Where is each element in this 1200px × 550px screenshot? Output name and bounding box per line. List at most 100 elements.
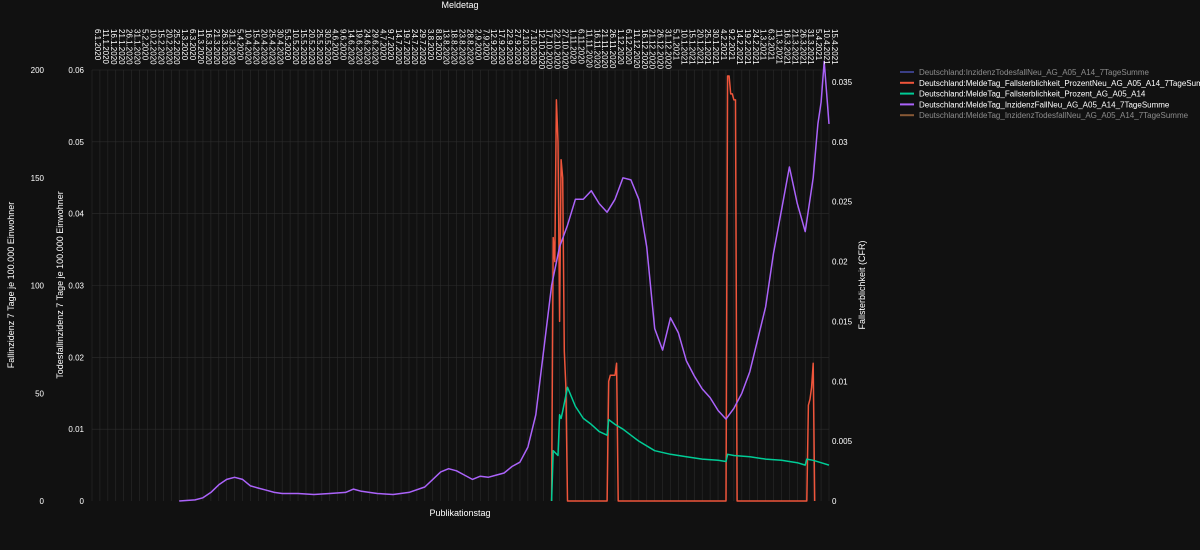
x-top-tick-label: 9.6.2020 (339, 29, 348, 61)
x-top-tick-label: 13.8.2020 (442, 29, 451, 65)
x-top-tick-label: 4.6.2020 (331, 29, 340, 61)
x-top-tick-label: 29.7.2020 (418, 29, 427, 65)
x-top-tick-label: 16.3.2020 (204, 29, 213, 65)
series-line-1 (550, 75, 816, 502)
x-top-tick-label: 31.3.2020 (228, 29, 237, 65)
x-top-tick-label: 2.10.2020 (521, 29, 530, 65)
x-top-tick-label: 10.2.2020 (148, 29, 157, 65)
x-top-tick-label: 15.1.2021 (687, 29, 696, 65)
x-top-tick-label: 6.3.2020 (188, 29, 197, 61)
x-top-tick-label: 5.4.2020 (236, 29, 245, 61)
x-top-tick-label: 5.5.2020 (283, 29, 292, 61)
x-top-tick-label: 30.5.2020 (323, 29, 332, 65)
y-outer-tick-label: 0 (40, 497, 45, 506)
x-top-tick-label: 30.4.2020 (275, 29, 284, 65)
x-top-tick-label: 7.9.2020 (481, 29, 490, 61)
x-top-tick-label: 11.3.2021 (775, 29, 784, 65)
x-top-tick-label: 15.5.2020 (299, 29, 308, 65)
x-top-tick-label: 21.3.2021 (790, 29, 799, 65)
x-top-tick-label: 26.3.2021 (798, 29, 807, 65)
x-top-tick-label: 19.7.2020 (402, 29, 411, 65)
x-top-tick-label: 15.2.2020 (156, 29, 165, 65)
x-top-tick-label: 10.1.2021 (679, 29, 688, 65)
x-top-tick-label: 26.11.2020 (608, 29, 617, 69)
y-right-tick-label: 0.035 (832, 78, 853, 87)
x-top-tick-label: 16.1.2020 (109, 29, 118, 65)
x-top-tick-label: 20.5.2020 (307, 29, 316, 65)
x-top-tick-label: 9.7.2020 (386, 29, 395, 61)
x-top-tick-label: 12.10.2020 (537, 29, 546, 70)
y-inner-tick-label: 0.01 (68, 425, 84, 434)
x-top-tick-label: 1.3.2020 (180, 29, 189, 61)
y-inner-tick-label: 0 (80, 497, 85, 506)
x-top-tick-label: 27.10.2020 (561, 29, 570, 70)
x-top-tick-label: 6.3.2021 (767, 29, 776, 61)
x-top-tick-label: 14.2.2021 (735, 29, 744, 65)
x-top-tick-label: 31.1.2020 (133, 29, 142, 65)
x-top-tick-label: 31.3.2021 (806, 29, 815, 65)
x-top-tick-label: 25.1.2021 (703, 29, 712, 65)
x-top-tick-label: 20.2.2020 (164, 29, 173, 65)
x-top-tick-label: 11.12.2020 (632, 29, 641, 69)
x-top-tick-label: 1.11.2020 (568, 29, 577, 65)
x-top-tick-label: 7.10.2020 (529, 29, 538, 65)
legend-item[interactable]: Deutschland:MeldeTag_InzidenzFallNeu_AG_… (900, 100, 1170, 109)
y-right-tick-label: 0.02 (832, 258, 848, 267)
x-top-tick-label: 5.2.2020 (141, 29, 150, 61)
y-inner-tick-label: 0.04 (68, 210, 84, 219)
x-top-tick-label: 17.9.2020 (497, 29, 506, 65)
x-top-tick-label: 22.9.2020 (505, 29, 514, 65)
x-top-tick-label: 5.1.2021 (672, 29, 681, 61)
y-inner-axis-title: Todesfallinzidenz 7 Tage je 100.000 Einw… (55, 191, 65, 378)
x-top-tick-label: 29.6.2020 (370, 29, 379, 65)
x-top-tick-label: 14.6.2020 (347, 29, 356, 65)
x-top-tick-label: 27.9.2020 (513, 29, 522, 65)
x-top-tick-label: 19.2.2021 (743, 29, 752, 65)
legend-item[interactable]: Deutschland:MeldeTag_Fallsterblichkeit_P… (900, 79, 1200, 88)
x-top-tick-label: 1.3.2021 (759, 29, 768, 61)
x-axis-title: Publikationstag (429, 508, 490, 518)
legend-item[interactable]: Deutschland:MeldeTag_InzidenzTodesfallNe… (900, 111, 1189, 120)
x-top-tick-label: 25.5.2020 (315, 29, 324, 65)
y-right-tick-label: 0.03 (832, 138, 848, 147)
legend-item[interactable]: Deutschland:InzidenzTodesfallNeu_AG_A05_… (900, 68, 1149, 77)
x-top-tick-label: 15.4.2020 (251, 29, 260, 65)
x-top-tick-label: 9.2.2021 (727, 29, 736, 61)
x-top-tick-label: 21.11.2020 (600, 29, 609, 69)
x-top-tick-label: 25.2.2020 (172, 29, 181, 65)
y-inner-tick-label: 0.02 (68, 353, 84, 362)
legend-label: Deutschland:MeldeTag_Fallsterblichkeit_P… (919, 90, 1146, 99)
legend[interactable]: Deutschland:InzidenzTodesfallNeu_AG_A05_… (900, 68, 1200, 120)
x-top-tick-label: 6.12.2020 (624, 29, 633, 65)
x-top-tick-label: 16.12.2020 (640, 29, 649, 70)
y-outer-axis-title: Fallinzidenz 7 Tage je 100.000 Einwohner (6, 202, 16, 368)
legend-item[interactable]: Deutschland:MeldeTag_Fallsterblichkeit_P… (900, 90, 1146, 99)
x-top-tick-label: 12.9.2020 (489, 29, 498, 65)
y-right-tick-label: 0.015 (832, 317, 853, 326)
x-top-tick-label: 21.12.2020 (648, 29, 657, 70)
x-top-tick-label: 20.4.2020 (259, 29, 268, 65)
y-inner-tick-label: 0.06 (68, 66, 84, 75)
y-outer-tick-label: 50 (35, 389, 44, 398)
x-top-tick-label: 19.6.2020 (355, 29, 364, 65)
x-top-tick-label: 18.8.2020 (450, 29, 459, 65)
x-top-tick-label: 22.10.2020 (553, 29, 562, 70)
x-top-tick-label: 4.7.2020 (378, 29, 387, 61)
x-top-tick-label: 2.9.2020 (473, 29, 482, 61)
x-top-tick-label: 24.6.2020 (362, 29, 371, 65)
x-top-tick-label: 26.1.2020 (125, 29, 134, 65)
legend-label: Deutschland:InzidenzTodesfallNeu_AG_A05_… (919, 68, 1149, 77)
x-top-tick-label: 24.7.2020 (410, 29, 419, 65)
series-line-3 (179, 60, 830, 502)
x-top-tick-label: 6.11.2020 (576, 29, 585, 65)
x-top-tick-label: 3.8.2020 (426, 29, 435, 61)
series-layer (179, 60, 830, 502)
x-top-tick-label: 11.3.2020 (196, 29, 205, 65)
y-right-tick-label: 0.005 (832, 437, 853, 446)
x-top-tick-label: 31.12.2020 (664, 29, 673, 70)
x-top-tick-label: 15.4.2021 (830, 29, 839, 65)
x-top-tick-label: 14.7.2020 (394, 29, 403, 65)
x-top-tick-label: 24.2.2021 (751, 29, 760, 65)
